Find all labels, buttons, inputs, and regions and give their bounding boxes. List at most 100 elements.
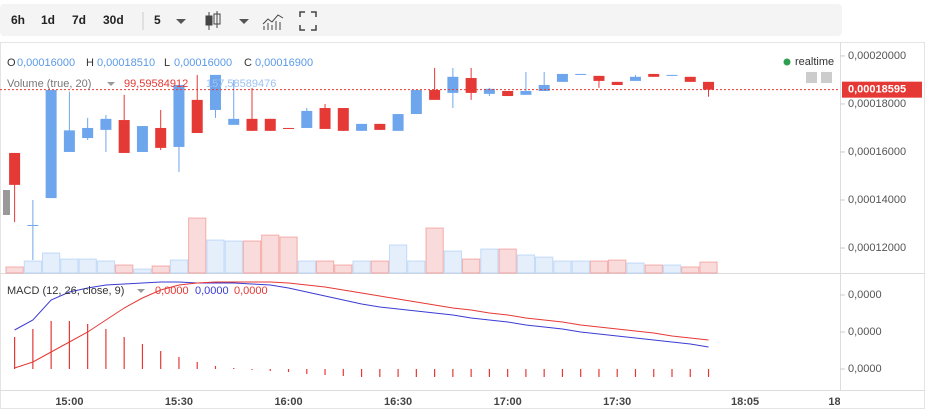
volume-bar	[553, 260, 572, 274]
candle-body	[629, 76, 641, 81]
last-price-box	[842, 81, 922, 98]
macd-value: 0,0000	[195, 285, 229, 297]
candle-body	[63, 130, 75, 152]
volume-bar	[370, 260, 389, 274]
volume-bar	[352, 260, 371, 274]
volume-bar	[571, 260, 590, 274]
volume-bar	[699, 261, 718, 274]
range-button[interactable]: 30d	[103, 13, 124, 27]
ohlc-value: 0,00016000	[174, 57, 232, 69]
candle-body	[118, 120, 130, 153]
candle-body	[228, 118, 240, 125]
volume-bar	[133, 268, 152, 274]
volume-bar	[60, 258, 79, 274]
y-tick-label: 0,0000	[848, 363, 882, 375]
interval-select[interactable]: 5	[154, 13, 161, 27]
volume-bar	[626, 262, 645, 274]
candle-body	[100, 118, 112, 130]
candle-body	[136, 126, 148, 152]
candle-body	[502, 90, 514, 97]
dropdown-caret[interactable]	[176, 19, 186, 24]
volume-bar	[169, 259, 189, 274]
ohlc-value: 0,00018510	[97, 57, 155, 69]
ohlc-value: 0,00016000	[17, 57, 75, 69]
y-tick-label: 0,0000	[848, 289, 882, 301]
ohlc-key: O	[7, 57, 16, 69]
candle-body	[483, 88, 495, 94]
volume-bar	[498, 248, 517, 274]
indicators-icon[interactable]	[262, 14, 284, 30]
volume-bar	[261, 234, 280, 274]
y-tick-label: 0,00016000	[848, 146, 906, 158]
volume-bar	[151, 265, 170, 274]
y-tick-label: 0,00020000	[848, 50, 906, 62]
ohlc-value: 0,00016900	[255, 57, 313, 69]
candle-body	[27, 224, 39, 226]
candle-body	[703, 81, 715, 90]
panel-button[interactable]	[806, 72, 817, 83]
y-tick-label: 0,0000	[848, 326, 882, 338]
volume-bar	[535, 256, 554, 274]
volume-bar	[516, 254, 536, 274]
candle-body	[447, 76, 459, 93]
dropdown-caret[interactable]	[107, 82, 115, 86]
candle-body	[173, 84, 185, 147]
volume-bar	[608, 259, 627, 274]
volume-bar	[662, 264, 682, 274]
candle-body	[684, 76, 696, 82]
volume-bar	[315, 260, 335, 274]
candle-body	[9, 152, 21, 185]
x-tick-label: 18:	[828, 396, 844, 408]
collapse-handle[interactable]	[3, 190, 10, 215]
x-tick-label: 18:05	[731, 396, 759, 408]
range-button[interactable]: 1d	[41, 13, 55, 27]
volume-bar	[297, 260, 316, 274]
macd-line	[14, 281, 709, 348]
macd-title: MACD (12, 26, close, 9)	[7, 285, 124, 297]
volume-bar	[188, 217, 207, 274]
range-button[interactable]: 7d	[72, 13, 86, 27]
candle-body	[465, 78, 477, 93]
fullscreen-icon[interactable]	[299, 11, 317, 31]
candle-body	[666, 74, 678, 76]
volume-value: 99,59584912	[124, 78, 188, 90]
volume-bar	[480, 248, 499, 274]
volume-bar	[644, 264, 663, 274]
macd-value: 0,0000	[234, 285, 268, 297]
toolbar	[0, 4, 842, 36]
chart-type-icon[interactable]	[205, 11, 221, 30]
dropdown-caret[interactable]	[239, 19, 249, 24]
volume-bar	[443, 250, 463, 274]
y-tick-label: 0,00018000	[848, 98, 906, 110]
candle-body	[283, 127, 295, 129]
candle-body	[155, 127, 167, 148]
dropdown-caret[interactable]	[137, 289, 145, 293]
candle-body	[264, 118, 276, 131]
panel-button[interactable]	[821, 72, 832, 83]
volume-bar	[334, 264, 353, 274]
volume-bar	[23, 260, 42, 274]
candle-body	[356, 123, 368, 131]
volume-bar	[462, 258, 481, 274]
realtime-dot	[783, 58, 791, 66]
volume-bar	[681, 266, 700, 274]
time-axis: 15:00 15:30 16:00 16:30 17:00 17:30 18:05 18:	[55, 396, 844, 408]
candle-body	[520, 90, 532, 95]
candle-body	[575, 73, 587, 75]
volume-bar	[78, 258, 97, 274]
candle-body	[301, 110, 313, 128]
volume-bar	[279, 236, 298, 274]
x-tick-label: 16:00	[274, 396, 302, 408]
volume-bar	[42, 252, 61, 274]
range-button[interactable]: 6h	[11, 13, 25, 27]
candle-body	[319, 108, 331, 129]
candle-body	[593, 75, 605, 81]
ohlc-key: L	[164, 57, 170, 69]
chart-frame	[0, 42, 925, 409]
volume-bar	[115, 264, 134, 274]
macd-line	[14, 281, 709, 369]
candle-body	[538, 84, 550, 91]
x-tick-label: 17:00	[494, 396, 522, 408]
